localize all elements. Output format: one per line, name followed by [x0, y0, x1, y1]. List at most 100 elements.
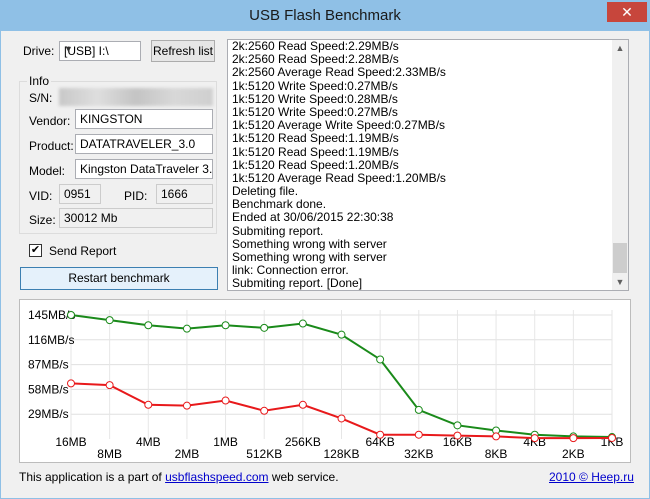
series-point-1	[67, 379, 75, 388]
x-tick-label: 16MB	[55, 435, 86, 449]
log-line: 1k:5120 Read Speed:1.19MB/s	[232, 144, 399, 159]
y-tick-label: 58MB/s	[28, 382, 69, 396]
log-line: Something wrong with server	[232, 236, 387, 251]
footer-text-before: This application is a part of	[19, 470, 162, 484]
pid-field[interactable]: 1666	[156, 184, 213, 204]
scroll-down-icon[interactable]: ▼	[615, 277, 625, 287]
speed-chart: 145MB/s 116MB/s 87MB/s 58MB/s 29MB/s 16MB 8MB 4…	[28, 308, 623, 461]
series-point-1	[144, 400, 153, 409]
series-point-1	[569, 434, 578, 443]
chevron-down-icon: ▼	[64, 44, 73, 54]
info-group	[19, 81, 217, 234]
scroll-up-icon[interactable]: ▲	[615, 43, 625, 53]
series-point-0	[105, 316, 114, 325]
x-tick-label: 8KB	[485, 447, 508, 461]
log-scrollbar[interactable]: ▲ ▼	[612, 40, 628, 290]
series-point-1	[260, 406, 269, 415]
series-point-0	[298, 319, 307, 328]
log-line: 1k:5120 Read Speed:1.20MB/s	[232, 157, 399, 172]
speed-chart-frame: 145MB/s 116MB/s 87MB/s 58MB/s 29MB/s 16MB 8MB 4…	[19, 299, 631, 463]
series-point-1	[105, 381, 114, 390]
close-button[interactable]: ✕	[607, 2, 647, 22]
series-point-0	[414, 405, 423, 414]
x-tick-label: 2KB	[562, 447, 585, 461]
series-point-1	[182, 401, 191, 410]
serial-number-redacted	[59, 88, 213, 106]
model-label: Model:	[29, 164, 66, 178]
sn-label: S/N:	[29, 91, 53, 105]
vendor-label: Vendor:	[29, 114, 71, 128]
size-field[interactable]: 30012 Mb	[59, 208, 213, 228]
log-line: 1k:5120 Read Speed:1.19MB/s	[232, 131, 399, 146]
send-report-checkbox[interactable]: ✔	[29, 244, 42, 257]
product-field[interactable]: DATATRAVELER_3.0	[75, 134, 213, 154]
log-line: link: Connection error.	[232, 263, 349, 278]
title-bar[interactable]: USB Flash Benchmark ✕	[1, 1, 649, 31]
restart-benchmark-button[interactable]: Restart benchmark	[20, 267, 218, 290]
x-tick-label: 8MB	[97, 447, 122, 461]
x-tick-label: 4MB	[136, 435, 161, 449]
log-line: Submiting report.	[232, 223, 324, 238]
copyright-link[interactable]: 2010 © Heep.ru	[549, 470, 634, 484]
series-point-1	[221, 396, 230, 405]
log-line: 2k:2560 Average Read Speed:2.33MB/s	[232, 65, 446, 80]
x-tick-label: 128KB	[323, 447, 359, 461]
series-point-0	[260, 323, 269, 332]
series-point-1	[414, 430, 423, 439]
x-tick-label: 2MB	[175, 447, 200, 461]
y-tick-label: 87MB/s	[28, 358, 69, 372]
log-line: 2k:2560 Read Speed:2.28MB/s	[232, 52, 399, 67]
series-point-1	[337, 414, 346, 423]
log-line: 1k:5120 Average Write Speed:0.27MB/s	[232, 118, 446, 133]
window-title: USB Flash Benchmark	[249, 7, 401, 24]
size-label: Size:	[29, 213, 56, 227]
log-line: 1k:5120 Average Read Speed:1.20MB/s	[232, 170, 446, 185]
log-line: 1k:5120 Write Speed:0.28MB/s	[232, 91, 398, 106]
drive-label: Drive:	[23, 44, 55, 58]
series-point-1	[492, 432, 501, 441]
pid-label: PID:	[124, 189, 148, 203]
series-point-0	[376, 355, 385, 364]
series-point-1	[376, 430, 385, 439]
footer-text-after: web service.	[271, 470, 339, 484]
series-point-0	[182, 324, 191, 333]
info-group-title: Info	[27, 74, 52, 88]
refresh-list-button[interactable]: Refresh list	[151, 40, 215, 62]
model-field[interactable]: Kingston DataTraveler 3.0	[75, 159, 213, 179]
x-tick-label: 64KB	[365, 435, 394, 449]
vid-label: VID:	[29, 189, 53, 203]
log-line: Submiting report. [Done]	[232, 276, 363, 291]
log-line: Ended at 30/06/2015 22:30:38	[232, 210, 394, 225]
log-line: 2k:2560 Read Speed:2.29MB/s	[232, 39, 399, 53]
usbflashspeed-link[interactable]: usbflashspeed.com	[165, 470, 269, 484]
x-tick-label: 1MB	[213, 435, 238, 449]
footer-text: This application is a part of usbflashsp…	[19, 470, 339, 484]
y-tick-label: 145MB/s	[28, 308, 75, 322]
log-line: Deleting file.	[232, 184, 299, 199]
series-point-1	[298, 400, 307, 409]
x-tick-label: 32KB	[404, 447, 433, 461]
x-tick-label: 256KB	[285, 435, 321, 449]
log-lines: 2k:2560 Read Speed:2.29MB/s 2k:2560 Read …	[232, 39, 610, 291]
series-point-0	[67, 311, 75, 319]
y-tick-label: 29MB/s	[28, 407, 69, 421]
series-point-1	[530, 434, 539, 443]
series-point-0	[221, 321, 230, 330]
checkmark-icon: ✔	[30, 244, 41, 256]
drive-select-value: [USB] I:\	[64, 44, 109, 58]
log-line: Benchmark done.	[232, 197, 327, 212]
log-line: Something wrong with server	[232, 250, 387, 264]
scroll-thumb[interactable]	[613, 243, 627, 273]
send-report-label[interactable]: Send Report	[49, 244, 117, 258]
drive-select[interactable]: [USB] I:\ ▼	[59, 41, 141, 61]
y-tick-label: 116MB/s	[28, 333, 74, 347]
log-textbox[interactable]: 2k:2560 Read Speed:2.29MB/s 2k:2560 Read …	[227, 39, 629, 291]
log-line: 1k:5120 Write Speed:0.27MB/s	[232, 104, 398, 119]
series-point-1	[453, 431, 462, 440]
vendor-field[interactable]: KINGSTON	[75, 109, 213, 129]
series-point-0	[337, 330, 346, 339]
product-label: Product:	[29, 139, 74, 153]
vid-field[interactable]: 0951	[59, 184, 101, 204]
series-point-0	[453, 421, 462, 430]
